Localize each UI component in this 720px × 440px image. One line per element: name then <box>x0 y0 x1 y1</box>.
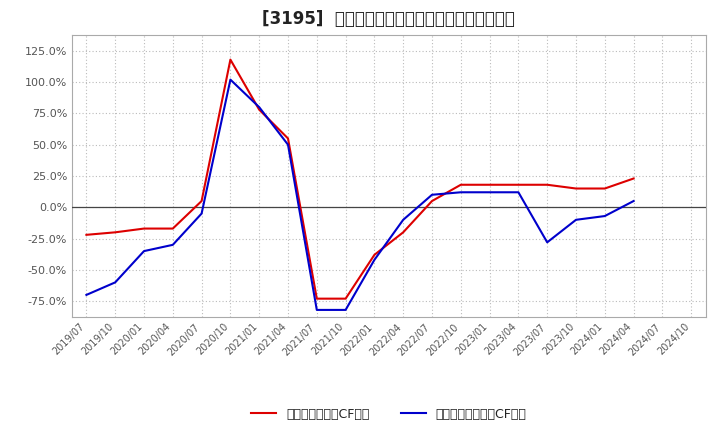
Line: 有利子負債フリーCF比率: 有利子負債フリーCF比率 <box>86 80 634 310</box>
有利子負債営業CF比率 <box>572 186 580 191</box>
有利子負債営業CF比率 <box>600 186 609 191</box>
有利子負債営業CF比率 <box>514 182 523 187</box>
Title: [3195]  有利子負債キャッシュフロー比率の推移: [3195] 有利子負債キャッシュフロー比率の推移 <box>262 10 516 28</box>
有利子負債フリーCF比率 <box>485 190 494 195</box>
有利子負債フリーCF比率 <box>111 280 120 285</box>
有利子負債営業CF比率 <box>543 182 552 187</box>
有利子負債営業CF比率 <box>284 136 292 141</box>
有利子負債営業CF比率 <box>485 182 494 187</box>
有利子負債フリーCF比率 <box>226 77 235 82</box>
有利子負債営業CF比率 <box>399 230 408 235</box>
有利子負債営業CF比率 <box>226 57 235 62</box>
有利子負債フリーCF比率 <box>140 249 148 254</box>
有利子負債営業CF比率 <box>168 226 177 231</box>
有利子負債営業CF比率 <box>140 226 148 231</box>
有利子負債営業CF比率 <box>341 296 350 301</box>
Line: 有利子負債営業CF比率: 有利子負債営業CF比率 <box>86 59 634 299</box>
有利子負債フリーCF比率 <box>370 257 379 263</box>
有利子負債フリーCF比率 <box>514 190 523 195</box>
有利子負債営業CF比率 <box>312 296 321 301</box>
有利子負債フリーCF比率 <box>341 307 350 312</box>
有利子負債営業CF比率 <box>255 107 264 112</box>
有利子負債フリーCF比率 <box>255 105 264 110</box>
有利子負債営業CF比率 <box>428 198 436 204</box>
有利子負債フリーCF比率 <box>629 198 638 204</box>
有利子負債フリーCF比率 <box>197 211 206 216</box>
有利子負債フリーCF比率 <box>543 240 552 245</box>
有利子負債営業CF比率 <box>629 176 638 181</box>
有利子負債フリーCF比率 <box>600 213 609 219</box>
有利子負債フリーCF比率 <box>82 292 91 297</box>
有利子負債営業CF比率 <box>111 230 120 235</box>
有利子負債フリーCF比率 <box>428 192 436 198</box>
有利子負債フリーCF比率 <box>284 142 292 147</box>
有利子負債フリーCF比率 <box>456 190 465 195</box>
有利子負債フリーCF比率 <box>312 307 321 312</box>
有利子負債営業CF比率 <box>82 232 91 238</box>
Legend: 有利子負債営業CF比率, 有利子負債フリーCF比率: 有利子負債営業CF比率, 有利子負債フリーCF比率 <box>251 407 526 421</box>
有利子負債営業CF比率 <box>197 198 206 204</box>
有利子負債営業CF比率 <box>456 182 465 187</box>
有利子負債フリーCF比率 <box>168 242 177 247</box>
有利子負債フリーCF比率 <box>399 217 408 223</box>
有利子負債営業CF比率 <box>370 252 379 257</box>
有利子負債フリーCF比率 <box>572 217 580 223</box>
